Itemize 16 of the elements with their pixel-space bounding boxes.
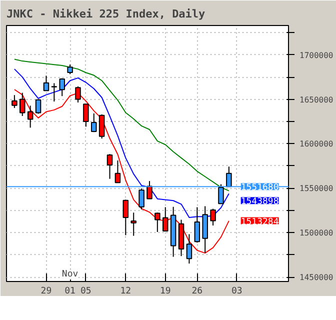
x-tick-label: 05 — [80, 286, 92, 296]
y-tick-label: 1650000 — [300, 95, 334, 104]
y-tick-label: 1500000 — [300, 228, 334, 238]
x-tick-label: 19 — [160, 286, 171, 296]
x-tick-label: 01 — [64, 286, 76, 296]
x-tick-label: 26 — [192, 286, 203, 296]
x-tick-label: 29 — [40, 286, 52, 296]
y-tick-label: 1450000 — [300, 273, 334, 282]
y-tick-label: 1550000 — [300, 184, 334, 194]
x-tick-label: 12 — [120, 286, 132, 296]
annotation: Nov — [62, 270, 78, 280]
x-tick-label: 03 — [231, 286, 242, 296]
chart-title: JNKC - Nikkei 225 Index, Daily — [6, 8, 206, 20]
y-tick-label: 1600000 — [300, 140, 334, 149]
data-label: 1513284 — [240, 217, 279, 228]
y-tick-label: 1700000 — [300, 50, 334, 60]
